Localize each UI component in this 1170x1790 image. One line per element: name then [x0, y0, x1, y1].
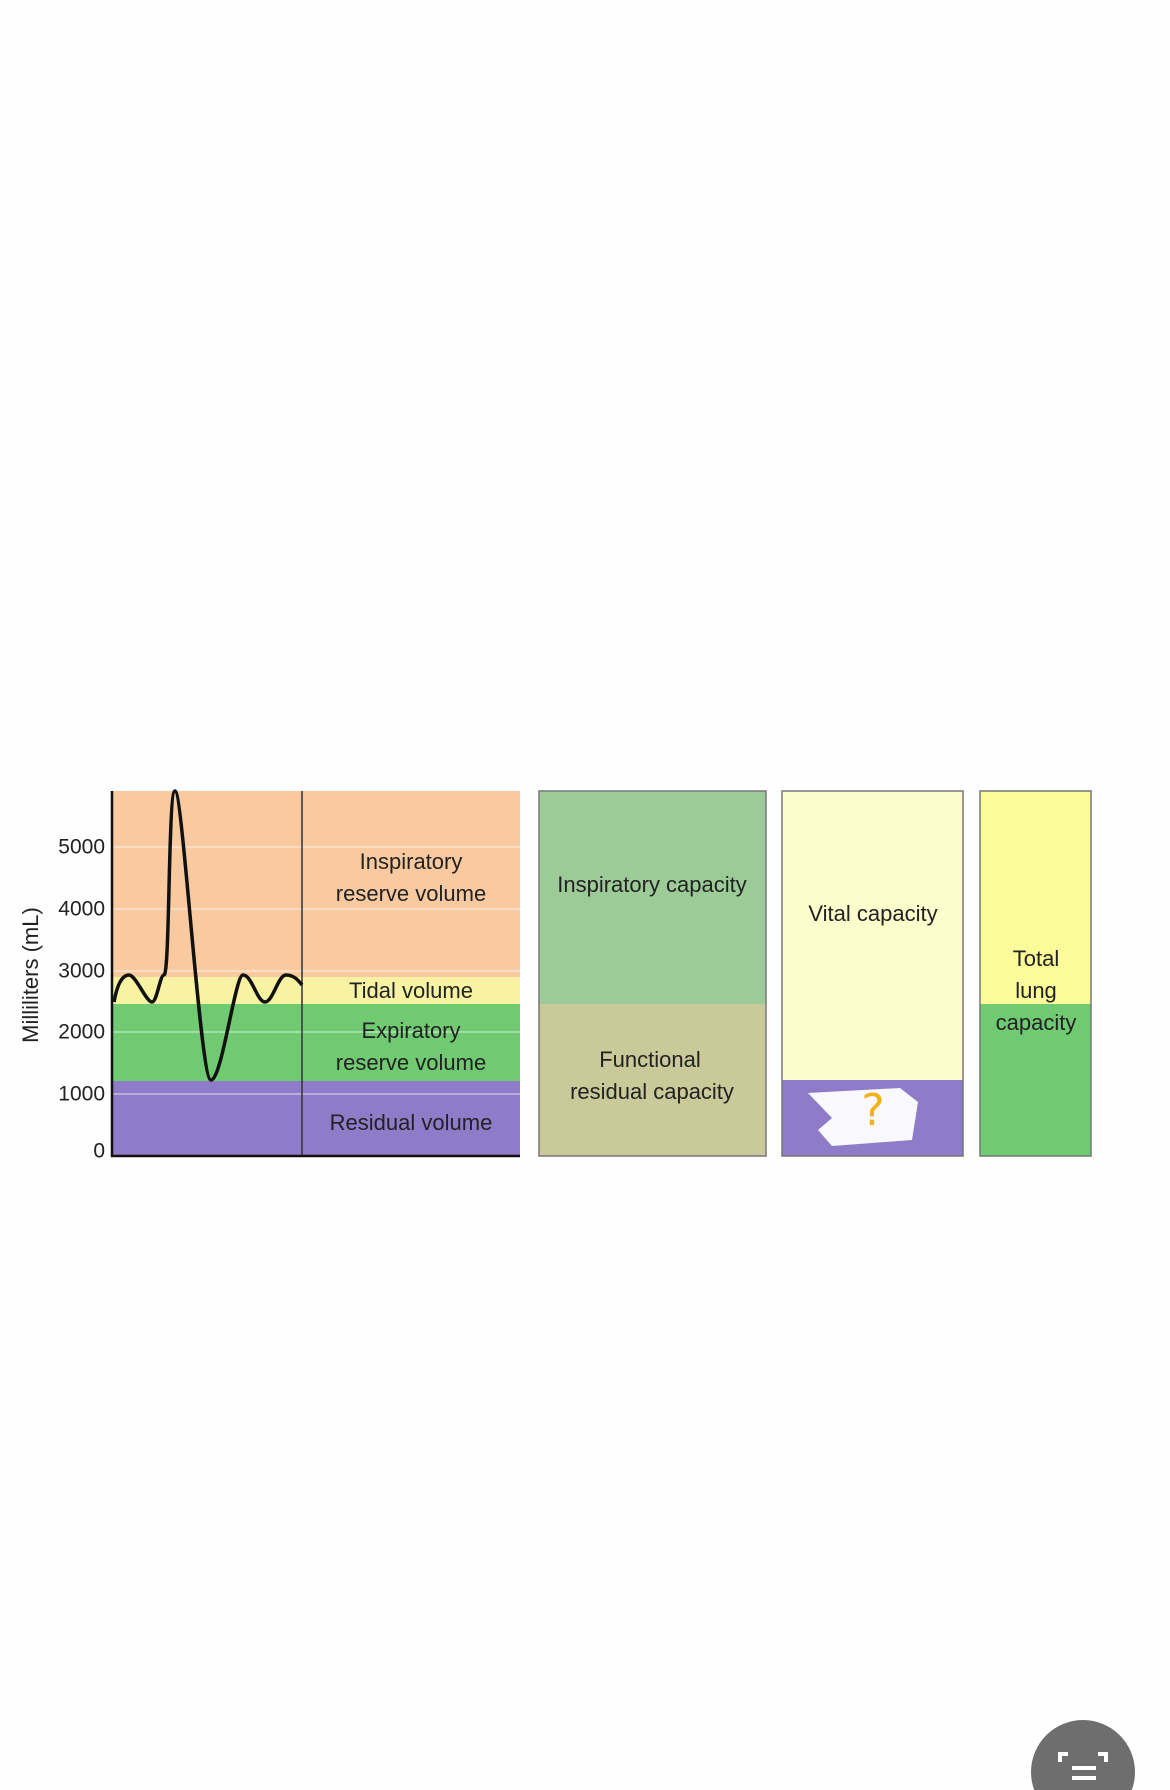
erv-region	[112, 1004, 520, 1081]
label: Inspiratory capacity	[557, 872, 747, 897]
label: Residual volume	[330, 1110, 493, 1135]
tlc-upper	[980, 791, 1091, 1004]
label: reserve volume	[336, 1050, 486, 1075]
column-border	[979, 790, 1092, 1157]
y-axis-label: Milliliters (mL)	[18, 907, 43, 1043]
panel-a: 5000 4000 3000 2000 1000 0 Milliliters (…	[18, 789, 520, 1163]
panel-b: Inspiratory capacity Functional residual…	[538, 790, 1092, 1157]
y-tick-label: 5000	[58, 836, 105, 859]
label: Expiratory	[361, 1018, 460, 1043]
label: residual capacity	[570, 1079, 734, 1104]
y-tick-label: 1000	[58, 1083, 105, 1106]
white-out	[808, 1088, 918, 1146]
column-border	[538, 790, 767, 1157]
label: Tidal volume	[349, 978, 473, 1003]
tidal-region	[112, 977, 520, 1004]
column-border	[781, 790, 964, 1157]
y-tick-label: 3000	[58, 960, 105, 983]
question-mark: ?	[861, 1085, 884, 1136]
spirogram-trace	[112, 789, 304, 1082]
button-circle[interactable]	[1031, 1720, 1135, 1790]
y-tick-label: 0	[93, 1140, 105, 1163]
ic-region	[539, 791, 766, 1004]
frc-region	[539, 1004, 766, 1156]
label: Inspiratory	[360, 849, 463, 874]
tlc-lower	[980, 1004, 1091, 1156]
y-tick-label: 4000	[58, 898, 105, 921]
vc-region	[782, 791, 963, 1080]
y-tick-label: 2000	[58, 1021, 105, 1044]
button-icon	[1058, 1752, 1108, 1780]
label: Total	[1013, 946, 1059, 971]
scan-button[interactable]	[1031, 1720, 1135, 1790]
label: Vital capacity	[808, 901, 937, 926]
label: lung	[1015, 978, 1057, 1003]
label: Functional	[599, 1047, 701, 1072]
label: reserve volume	[336, 881, 486, 906]
label: capacity	[996, 1010, 1077, 1035]
